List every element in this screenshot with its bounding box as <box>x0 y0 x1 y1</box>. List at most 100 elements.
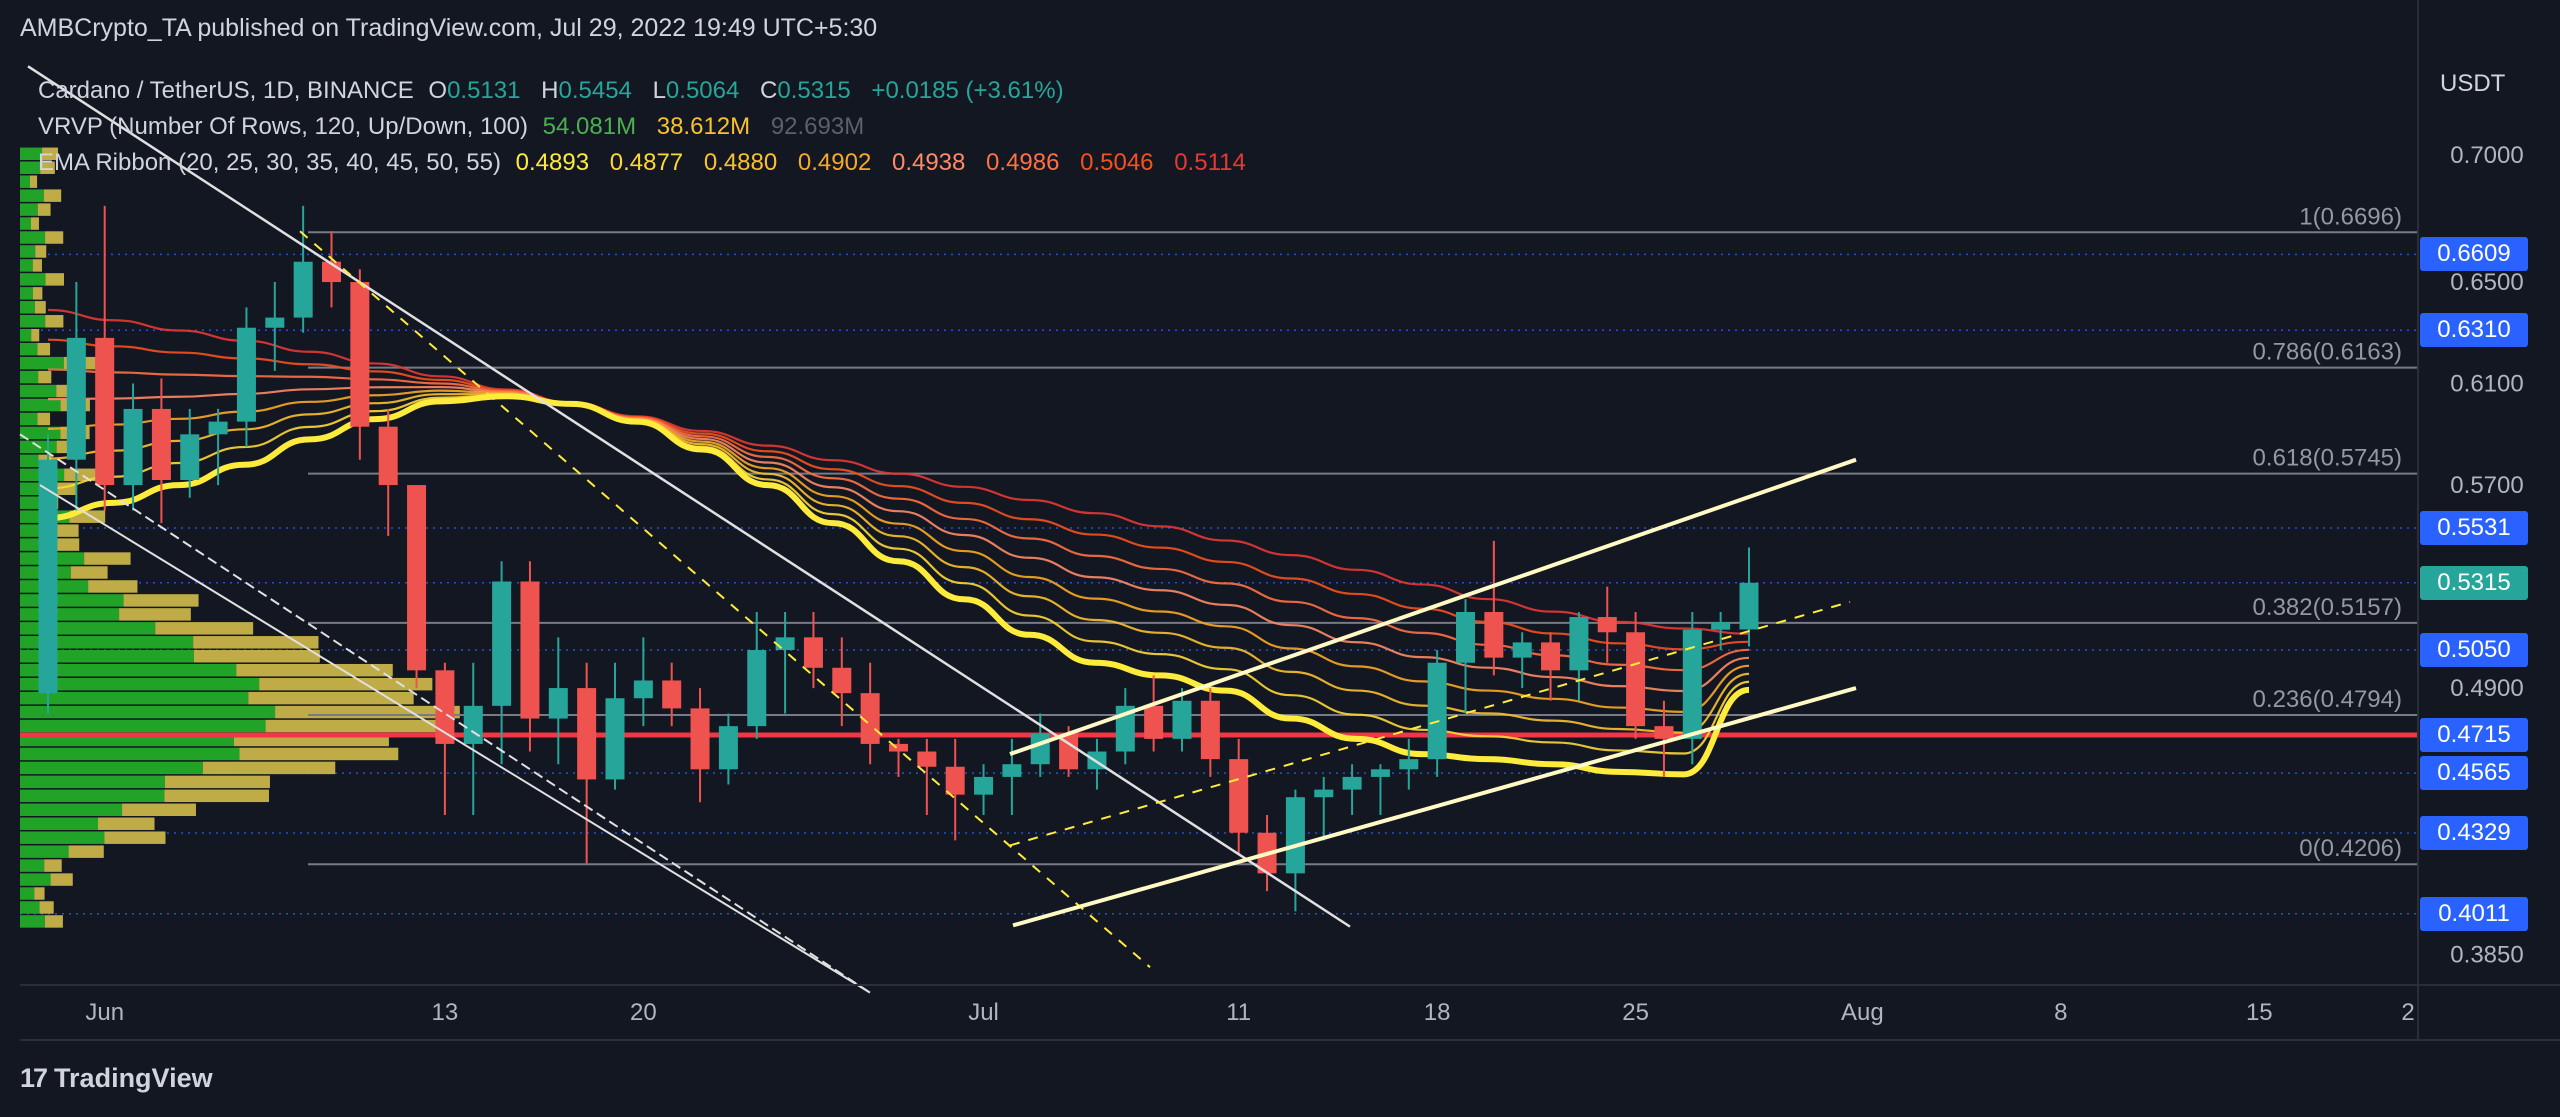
time-tick-label: 15 <box>2246 999 2273 1026</box>
candle-body <box>974 776 994 795</box>
ema-value: 0.4986 <box>986 149 1060 176</box>
vp-down-bar <box>40 161 55 174</box>
vp-up-bar <box>20 803 123 817</box>
vp-down-bar <box>122 803 196 817</box>
price-badge[interactable]: 0.4565 <box>2420 756 2528 791</box>
price-badge[interactable]: 0.6609 <box>2420 237 2528 272</box>
candle-body <box>1512 642 1532 658</box>
vp-down-bar <box>193 650 320 663</box>
vp-up-bar <box>20 231 46 244</box>
price-tick-label: 0.7000 <box>2450 142 2523 169</box>
vp-down-bar <box>53 524 79 537</box>
vp-up-bar <box>20 705 276 719</box>
candle-body <box>38 459 58 694</box>
vp-up-bar <box>20 245 36 258</box>
candle-body <box>66 337 86 460</box>
vp-down-bar <box>119 608 191 621</box>
candle-body <box>1626 632 1646 727</box>
tradingview-brand[interactable]: 17 TradingView <box>20 1063 213 1094</box>
price-tick-label: 0.4900 <box>2450 675 2523 702</box>
candle-body <box>1597 617 1617 633</box>
vp-down-bar <box>248 691 414 705</box>
vp-down-bar <box>123 594 199 607</box>
vp-down-bar <box>34 887 45 900</box>
vrvp-label[interactable]: VRVP (Number Of Rows, 120, Up/Down, 100) <box>38 113 528 140</box>
ema-value: 0.4938 <box>891 149 966 176</box>
ema-ribbon-label[interactable]: EMA Ribbon (20, 25, 30, 35, 40, 45, 50, … <box>38 149 501 176</box>
vp-down-bar <box>45 315 64 328</box>
candle-body <box>151 408 171 480</box>
low-value: 0.5064 <box>665 77 740 104</box>
candle-body <box>1200 700 1220 760</box>
vp-down-bar <box>70 566 108 579</box>
vp-down-bar <box>44 915 63 928</box>
price-badge[interactable]: 0.6310 <box>2420 313 2528 348</box>
candle-body <box>1002 764 1022 777</box>
candle-body <box>633 680 653 699</box>
price-badge[interactable]: 0.4329 <box>2420 815 2528 850</box>
chart-legend: Cardano / TetherUS, 1D, BINANCE O0.5131 … <box>38 73 1260 181</box>
vp-up-bar <box>20 608 120 621</box>
vp-up-bar <box>20 817 99 830</box>
ascending-channel-support <box>1012 686 1857 928</box>
candle-body <box>520 581 540 719</box>
legend-vrvp-row: VRVP (Number Of Rows, 120, Up/Down, 100)… <box>38 109 1260 145</box>
time-tick-label: 13 <box>432 999 459 1026</box>
change-value: +0.0185 (+3.61%) <box>871 77 1064 104</box>
ema-value: 0.4902 <box>797 149 872 176</box>
fib-level-label: 0.786(0.6163) <box>2253 339 2402 366</box>
vp-down-bar <box>259 677 433 691</box>
candle-body <box>1370 769 1390 777</box>
vrvp-total-value: 92.693M <box>770 113 865 140</box>
vp-down-bar <box>37 342 51 356</box>
price-unit-label[interactable]: USDT <box>2440 70 2506 97</box>
vp-up-bar <box>20 761 203 775</box>
symbol-label[interactable]: Cardano / TetherUS, 1D, BINANCE <box>38 77 414 104</box>
time-tick-label: Aug <box>1841 999 1884 1026</box>
price-badge[interactable]: 0.4011 <box>2420 896 2528 931</box>
candle-body <box>577 688 597 780</box>
vp-up-bar <box>20 719 266 733</box>
time-tick-label: 2 <box>2401 999 2414 1026</box>
candle-body <box>775 637 795 651</box>
ema-value: 0.4893 <box>515 149 590 176</box>
ema-value: 0.4880 <box>703 149 778 176</box>
candle-body <box>1711 622 1731 630</box>
vp-down-bar <box>29 175 38 188</box>
vp-down-bar <box>37 203 51 216</box>
descending-channel-line <box>39 484 871 994</box>
time-tick-label: 25 <box>1622 999 1649 1026</box>
vp-down-bar <box>31 328 40 342</box>
candle-body <box>208 421 228 435</box>
vp-up-bar <box>20 789 165 803</box>
price-badge[interactable]: 0.5050 <box>2420 633 2528 668</box>
candle-body <box>492 581 512 706</box>
fib-level-label: 0.382(0.5157) <box>2253 594 2402 621</box>
candle-body <box>1342 776 1362 790</box>
publisher-line: AMBCrypto_TA published on TradingView.co… <box>20 14 878 42</box>
candle-body <box>1030 733 1050 765</box>
vp-down-bar <box>88 580 138 593</box>
vp-up-bar <box>20 594 124 607</box>
price-badge[interactable]: 0.4715 <box>2420 718 2528 753</box>
vp-up-bar <box>20 301 35 314</box>
candle-body <box>1285 797 1305 874</box>
candle-body <box>662 680 682 709</box>
time-tick-label: 8 <box>2054 999 2067 1026</box>
candle-body <box>435 670 455 744</box>
vp-up-bar <box>20 873 51 886</box>
vp-down-bar <box>34 301 46 314</box>
time-tick-label: 11 <box>1226 999 1251 1026</box>
price-badge[interactable]: 0.5531 <box>2420 510 2528 545</box>
candle-body <box>407 485 427 671</box>
candle-body <box>236 327 256 422</box>
candle-body <box>1144 705 1164 739</box>
candle-body <box>378 426 398 486</box>
vp-up-bar <box>20 677 260 691</box>
vp-down-bar <box>38 370 52 384</box>
vp-down-bar <box>164 789 269 803</box>
price-badge[interactable]: 0.5315 <box>2420 565 2528 600</box>
vp-up-bar <box>20 342 38 356</box>
vp-down-bar <box>42 147 59 161</box>
